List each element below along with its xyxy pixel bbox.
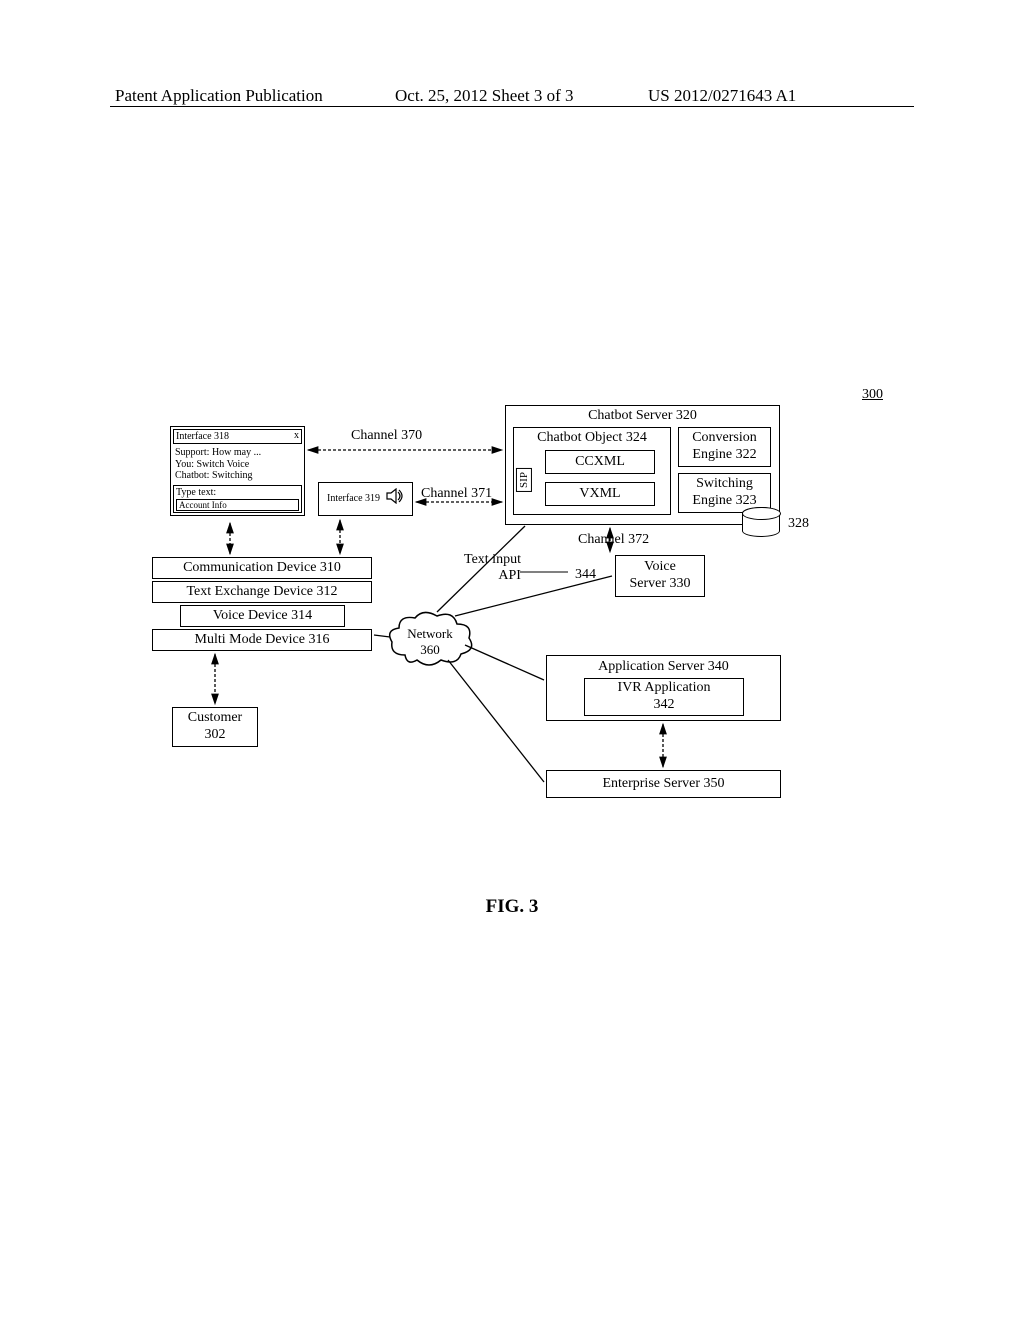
- conversion-engine-box: Conversion Engine 322: [678, 427, 771, 467]
- comm-device-label: Communication Device 310: [183, 560, 341, 577]
- text-api-label: Text input API: [464, 552, 521, 584]
- database-label: 328: [788, 516, 809, 532]
- voice-server-label: Voice Server 330: [629, 559, 690, 593]
- ccxml-label: CCXML: [575, 454, 625, 471]
- header-right: US 2012/0271643 A1: [648, 86, 796, 106]
- voice-device-box: Voice Device 314: [180, 605, 345, 627]
- diagram-ref-number: 300: [862, 387, 883, 403]
- header-rule: [110, 106, 914, 107]
- ivr-app-label: IVR Application 342: [618, 680, 711, 714]
- chatbot-object-title: Chatbot Object 324: [537, 430, 647, 447]
- multi-device-label: Multi Mode Device 316: [195, 632, 330, 649]
- sip-label: SIP: [516, 468, 532, 492]
- channel-371-label: Channel 371: [421, 486, 492, 502]
- chat-input-value: Account Info: [176, 499, 299, 511]
- network-label: Network 360: [385, 626, 475, 658]
- chatbot-server-title: Chatbot Server 320: [506, 406, 779, 425]
- chat-body: Support: How may ... You: Switch Voice C…: [173, 446, 302, 483]
- text-device-label: Text Exchange Device 312: [186, 584, 337, 601]
- network-cloud: Network 360: [385, 610, 475, 670]
- vxml-box: VXML: [545, 482, 655, 506]
- conversion-engine-label: Conversion Engine 322: [692, 430, 757, 464]
- customer-label: Customer 302: [188, 710, 242, 744]
- chat-line-2: You: Switch Voice: [175, 459, 300, 471]
- chat-interface-window: Interface 318 x Support: How may ... You…: [170, 426, 305, 516]
- ivr-app-box: IVR Application 342: [584, 678, 744, 716]
- switching-engine-label: Switching Engine 323: [692, 476, 756, 510]
- enterprise-server-box: Enterprise Server 350: [546, 770, 781, 798]
- chat-interface-title: Interface 318: [176, 431, 229, 442]
- channel-372-label: Channel 372: [578, 532, 649, 548]
- comm-device-box: Communication Device 310: [152, 557, 372, 579]
- chat-line-1: Support: How may ...: [175, 447, 300, 459]
- ccxml-box: CCXML: [545, 450, 655, 474]
- speaker-icon: [386, 488, 404, 510]
- chat-input-row: Type text: Account Info: [173, 485, 302, 513]
- enterprise-server-label: Enterprise Server 350: [602, 776, 724, 793]
- channel-370-label: Channel 370: [351, 428, 422, 444]
- header-center: Oct. 25, 2012 Sheet 3 of 3: [395, 86, 573, 106]
- chat-interface-title-bar: Interface 318 x: [173, 429, 302, 444]
- chat-line-3: Chatbot: Switching: [175, 470, 300, 482]
- close-icon: x: [294, 430, 299, 441]
- chat-type-label: Type text:: [176, 487, 299, 498]
- database-cylinder-icon: [742, 507, 780, 537]
- voice-server-box: Voice Server 330: [615, 555, 705, 597]
- multi-device-box: Multi Mode Device 316: [152, 629, 372, 651]
- customer-box: Customer 302: [172, 707, 258, 747]
- voice-interface-title: Interface 319: [327, 493, 380, 505]
- header-left: Patent Application Publication: [115, 86, 323, 106]
- text-api-num: 344: [575, 567, 596, 583]
- vxml-label: VXML: [579, 486, 620, 503]
- figure-diagram: 300 Interface 318 x Support: How may ...…: [130, 390, 910, 880]
- text-device-box: Text Exchange Device 312: [152, 581, 372, 603]
- app-server-title: Application Server 340: [598, 659, 729, 676]
- voice-interface-box: Interface 319: [318, 482, 413, 516]
- figure-caption: FIG. 3: [0, 896, 1024, 918]
- voice-device-label: Voice Device 314: [213, 608, 312, 625]
